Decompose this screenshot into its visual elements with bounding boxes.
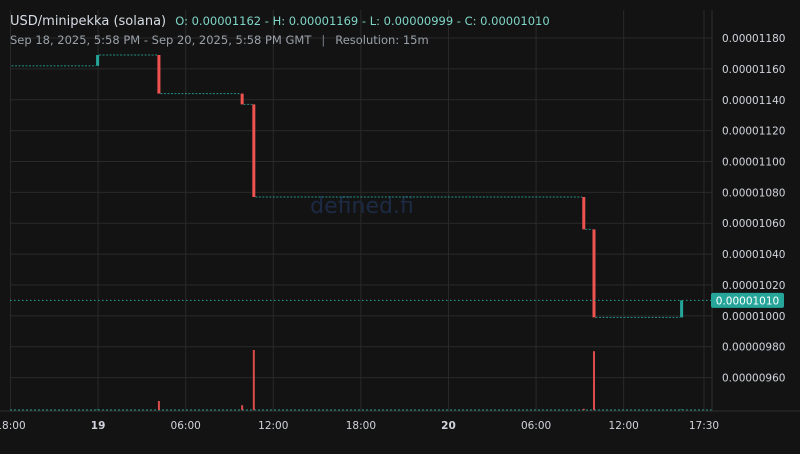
y-tick-label: 0.00001000 <box>722 311 785 323</box>
y-tick-label: 0.00001180 <box>722 33 785 45</box>
y-tick-label: 0.00001140 <box>722 95 785 107</box>
x-tick-label: 18:00 <box>346 420 376 432</box>
chart-header: USD/minipekka (solana) O: 0.00001162 - H… <box>10 10 550 29</box>
y-tick-label: 0.00001060 <box>722 218 785 230</box>
chart-subheader: Sep 18, 2025, 5:58 PM - Sep 20, 2025, 5:… <box>10 33 429 47</box>
y-tick-label: 0.00001080 <box>722 187 785 199</box>
volume-bars <box>10 350 712 411</box>
volume-bar <box>96 409 99 410</box>
candle <box>680 300 684 318</box>
y-tick-label: 0.00001020 <box>722 280 785 292</box>
candle <box>252 104 256 197</box>
candle <box>592 229 596 318</box>
volume-bar <box>582 408 585 410</box>
y-tick-label: 0.00001160 <box>722 64 785 76</box>
volume-bar <box>593 351 595 410</box>
separator: | <box>321 33 326 47</box>
candle <box>157 55 161 94</box>
time-range: Sep 18, 2025, 5:58 PM - Sep 20, 2025, 5:… <box>10 33 312 47</box>
y-tick-label: 0.00000980 <box>722 342 785 354</box>
x-tick-label: 20 <box>441 420 456 432</box>
last-price-label: 0.00001010 <box>716 295 779 307</box>
x-tick-label: 12:00 <box>609 420 639 432</box>
candle <box>582 196 586 230</box>
y-tick-label: 0.00001040 <box>722 249 785 261</box>
x-tick-label: 06:00 <box>521 420 551 432</box>
volume-bar <box>157 401 160 410</box>
candle <box>240 93 244 105</box>
ohlc-readout: O: 0.00001162 - H: 0.00001169 - L: 0.000… <box>175 14 550 28</box>
watermark: defined.fi <box>310 194 414 219</box>
pair-title: USD/minipekka (solana) <box>10 14 167 29</box>
volume-bar <box>241 405 244 410</box>
x-tick-label: 18:00 <box>0 420 26 432</box>
volume-bar <box>680 409 683 410</box>
volume-bar <box>252 350 255 410</box>
price-trail <box>11 54 681 318</box>
candle <box>96 55 100 66</box>
candles <box>96 55 684 318</box>
x-tick-label: 19 <box>91 420 106 432</box>
y-tick-label: 0.00001100 <box>722 157 785 169</box>
last-price-label-bg <box>711 292 784 308</box>
x-tick-label: 06:00 <box>171 420 201 432</box>
x-tick-label: 17:30 <box>689 420 719 432</box>
y-tick-label: 0.00001120 <box>722 126 785 138</box>
axes: 0.00001180 0.00001160 0.00001140 0.00001120… <box>0 10 800 432</box>
y-tick-label: 0.00000960 <box>722 373 785 385</box>
resolution-label: Resolution: 15m <box>335 33 429 47</box>
x-tick-label: 12:00 <box>258 420 288 432</box>
grid-lines <box>9 10 712 411</box>
